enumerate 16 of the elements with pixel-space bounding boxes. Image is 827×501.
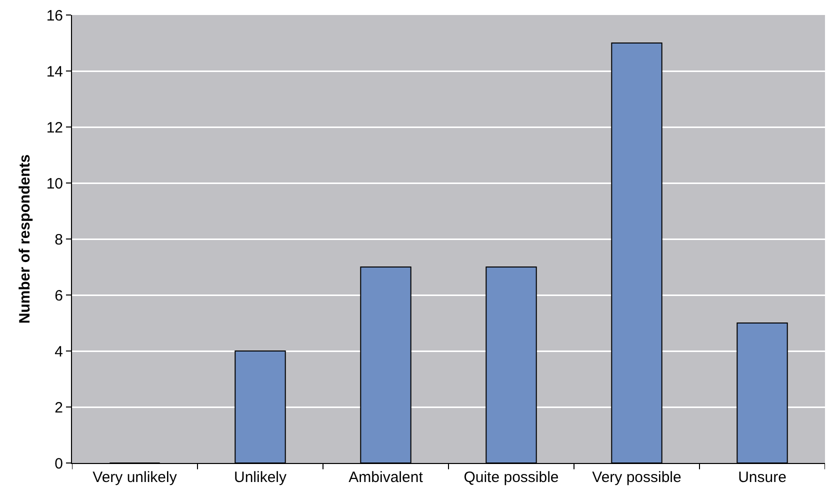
y-tick-label: 10 [46, 175, 63, 192]
y-tick-label: 14 [46, 63, 63, 80]
y-tick-label: 2 [54, 399, 63, 416]
y-tick-label: 0 [54, 455, 63, 472]
x-tick-label: Very possible [592, 469, 682, 486]
y-tick-label: 6 [54, 287, 63, 304]
y-tick-label: 12 [46, 119, 63, 136]
y-tick-label: 8 [54, 231, 63, 248]
x-tick-label: Unsure [738, 469, 786, 486]
y-tick-label: 4 [54, 343, 63, 360]
x-tick-label: Quite possible [464, 469, 559, 486]
x-tick-label: Unlikely [234, 469, 288, 486]
y-axis-title: Number of respondents [16, 154, 34, 324]
y-tick-label: 16 [46, 7, 63, 24]
x-tick-label: Ambivalent [348, 469, 424, 486]
x-tick-label: Very unlikely [92, 469, 178, 486]
